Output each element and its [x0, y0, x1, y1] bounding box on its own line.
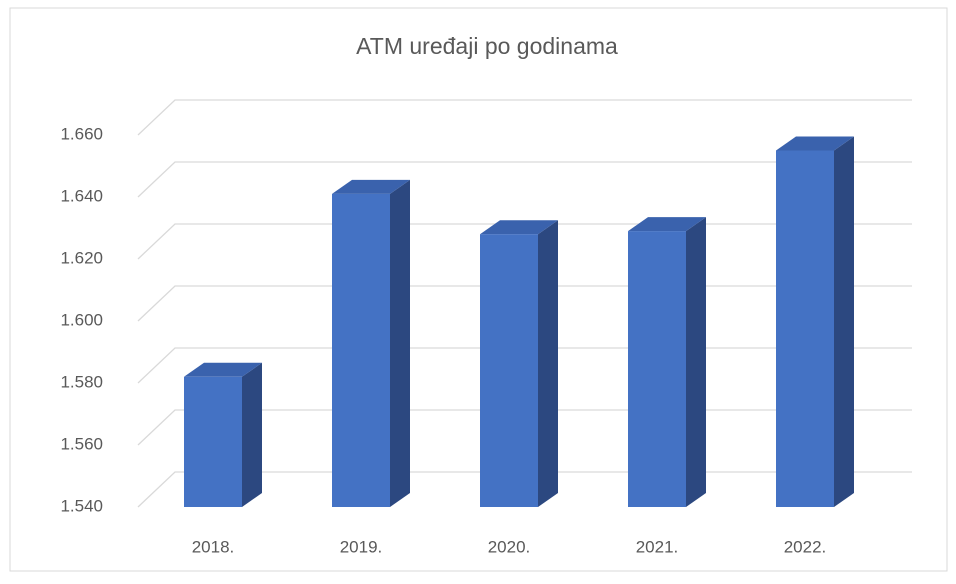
- bar-side: [686, 217, 706, 507]
- y-tick-label: 1.540: [60, 496, 103, 515]
- bar-side: [390, 179, 410, 507]
- bar-top: [776, 136, 854, 151]
- x-tick-label: 2020.: [488, 537, 531, 556]
- bar-top: [628, 217, 706, 232]
- bar-side: [538, 220, 558, 507]
- bar-top: [332, 179, 410, 194]
- bar-side: [242, 362, 262, 507]
- x-tick-label: 2019.: [340, 537, 383, 556]
- chart-title: ATM uređaji po godinama: [356, 33, 618, 59]
- y-tick-label: 1.560: [60, 434, 103, 453]
- bar: [184, 376, 242, 507]
- x-tick-label: 2018.: [192, 537, 235, 556]
- bar-top: [480, 220, 558, 235]
- y-tick-label: 1.620: [60, 248, 103, 267]
- y-tick-label: 1.660: [60, 124, 103, 143]
- bar: [332, 193, 390, 507]
- x-tick-label: 2021.: [636, 537, 679, 556]
- y-tick-label: 1.640: [60, 186, 103, 205]
- bar: [480, 234, 538, 507]
- grid-line: [137, 99, 912, 136]
- bar: [776, 150, 834, 507]
- grid-line: [137, 161, 912, 198]
- y-tick-label: 1.600: [60, 310, 103, 329]
- bar-top: [184, 362, 262, 377]
- x-tick-label: 2022.: [784, 537, 827, 556]
- bar-side: [834, 136, 854, 507]
- bar: [628, 231, 686, 507]
- y-tick-label: 1.580: [60, 372, 103, 391]
